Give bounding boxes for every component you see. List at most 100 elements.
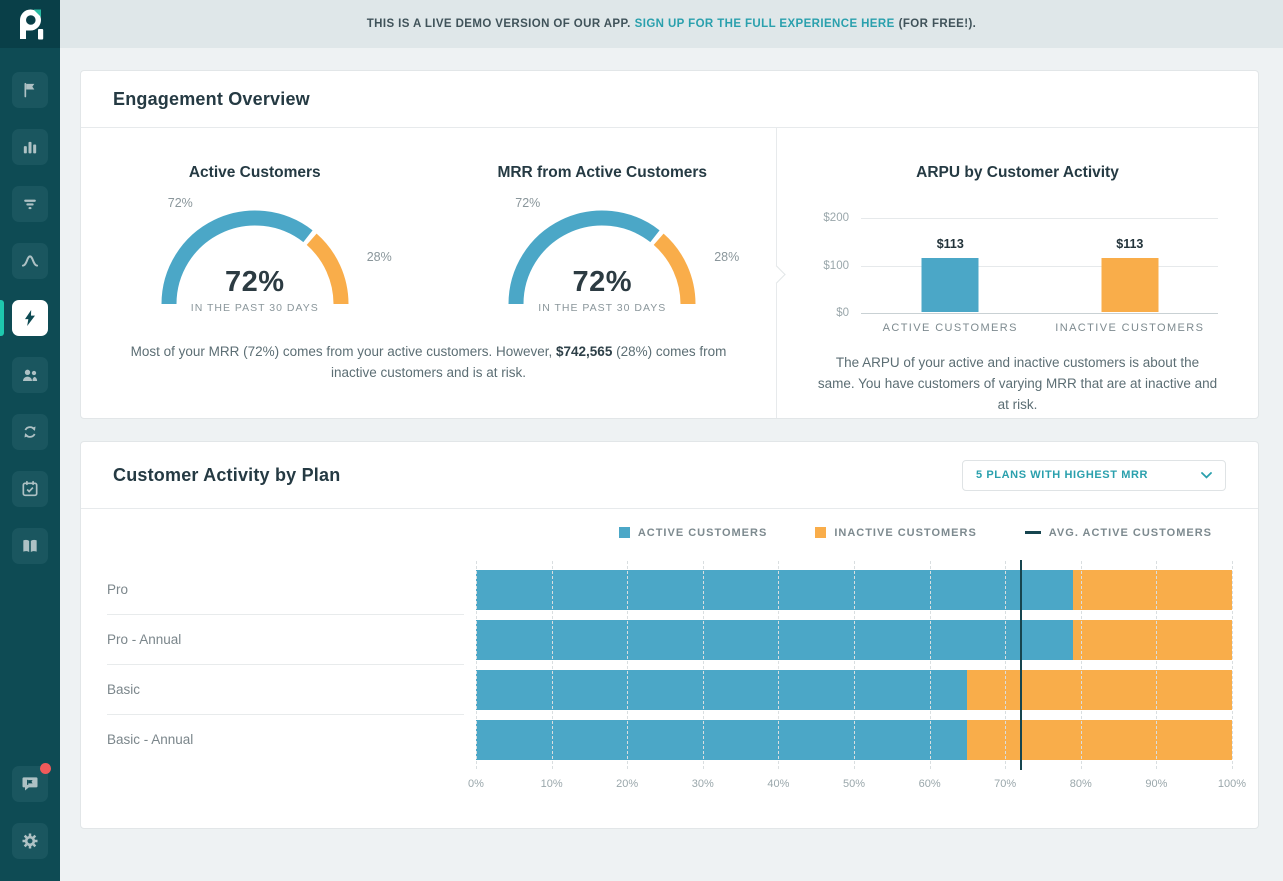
sidebar bbox=[0, 0, 60, 881]
bar-segment-inactive[interactable] bbox=[967, 669, 1232, 710]
customer-activity-card: Customer Activity by Plan 5 PLANS WITH H… bbox=[80, 440, 1259, 829]
y-tick-label: $200 bbox=[823, 212, 849, 224]
bolt-icon[interactable] bbox=[12, 300, 48, 336]
banner-text-suffix: (FOR FREE!). bbox=[898, 18, 977, 30]
bar-segment-inactive[interactable] bbox=[1073, 619, 1232, 660]
arpu-chart-title: ARPU by Customer Activity bbox=[916, 164, 1119, 181]
gridline bbox=[627, 560, 629, 769]
plan-labels-column: Pro Pro - Annual Basic Basic - Annual bbox=[107, 565, 476, 765]
bar-chart-icon[interactable] bbox=[12, 129, 48, 165]
gauge-period-label: IN THE PAST 30 DAYS bbox=[190, 302, 319, 314]
arpu-bar-active[interactable]: $113 bbox=[921, 237, 979, 312]
gauge-period-label: IN THE PAST 30 DAYS bbox=[538, 302, 667, 314]
legend-label: INACTIVE CUSTOMERS bbox=[834, 526, 977, 539]
gridline bbox=[929, 560, 931, 769]
activity-card-body: ACTIVE CUSTOMERS INACTIVE CUSTOMERS AVG.… bbox=[81, 509, 1258, 828]
gridline bbox=[476, 560, 477, 769]
gauge-inactive-pct-label: 28% bbox=[714, 250, 740, 264]
x-axis: 0% 10% 20% 30% 40% 50% 60% 70% 80% 90% 100% bbox=[468, 777, 1246, 794]
sidebar-item-book[interactable] bbox=[0, 528, 60, 564]
sidebar-item-trend[interactable] bbox=[0, 243, 60, 279]
gridline bbox=[1005, 560, 1007, 769]
gauges-section: Active Customers 72% 28% 72% IN THE PAST… bbox=[81, 128, 776, 418]
bar-segment-active[interactable] bbox=[476, 719, 968, 760]
gridline bbox=[702, 560, 704, 769]
bar-segment-inactive[interactable] bbox=[1073, 569, 1232, 610]
bar-segment-active[interactable] bbox=[476, 619, 1074, 660]
sidebar-item-flag[interactable] bbox=[0, 72, 60, 108]
legend-item[interactable]: INACTIVE CUSTOMERS bbox=[815, 527, 976, 539]
arpu-bar-chart: $0 $100 $200 $113 ACTIVE CUSTOMERS $113 IN… bbox=[823, 212, 1218, 334]
x-tick-label: 10% bbox=[540, 777, 563, 790]
legend-blue-swatch-icon bbox=[618, 527, 630, 539]
legend-item[interactable]: AVG. ACTIVE CUSTOMERS bbox=[1024, 526, 1212, 539]
engagement-card-header: Engagement Overview bbox=[81, 71, 1258, 128]
x-tick-label: 20% bbox=[616, 777, 639, 790]
legend-item[interactable]: ACTIVE CUSTOMERS bbox=[618, 526, 768, 539]
gauge-title: MRR from Active Customers bbox=[497, 164, 708, 181]
plan-label: Basic - Annual bbox=[107, 732, 194, 748]
x-tick-label: 90% bbox=[1145, 777, 1168, 790]
app-logo[interactable] bbox=[0, 0, 60, 48]
plans-dropdown[interactable]: 5 PLANS WITH HIGHEST MRR bbox=[962, 459, 1226, 491]
flag-icon[interactable] bbox=[12, 72, 48, 108]
sidebar-item-bolt[interactable] bbox=[0, 300, 60, 336]
gauge-value: 72% bbox=[572, 266, 633, 298]
avg-active-customers-line bbox=[1020, 559, 1023, 770]
legend-label: AVG. ACTIVE CUSTOMERS bbox=[1048, 526, 1212, 539]
feedback-icon[interactable] bbox=[12, 763, 51, 802]
bar-segment-inactive[interactable] bbox=[967, 719, 1232, 760]
book-icon[interactable] bbox=[12, 528, 48, 564]
sidebar-item-bar-chart[interactable] bbox=[0, 129, 60, 165]
x-tick-label: 80% bbox=[1069, 777, 1092, 790]
legend-label: ACTIVE CUSTOMERS bbox=[637, 526, 768, 539]
demo-banner: THIS IS A LIVE DEMO VERSION OF OUR APP. … bbox=[60, 0, 1283, 48]
bar-segment-active[interactable] bbox=[476, 669, 968, 710]
gauge-title: Active Customers bbox=[188, 164, 321, 181]
sidebar-item-calendar-check[interactable] bbox=[0, 471, 60, 507]
bar-category-label: INACTIVE CUSTOMERS bbox=[1055, 322, 1205, 334]
sidebar-item-gear[interactable] bbox=[0, 823, 60, 859]
bar-segment-active[interactable] bbox=[476, 569, 1074, 610]
x-tick-label: 50% bbox=[842, 777, 866, 790]
mrr-amount: $742,565 bbox=[556, 344, 613, 359]
plan-label: Basic bbox=[107, 665, 464, 715]
gridline bbox=[1156, 560, 1158, 769]
gridline bbox=[854, 560, 855, 769]
sidebar-item-funnel[interactable] bbox=[0, 186, 60, 222]
gridline bbox=[551, 560, 553, 769]
bar-value-label: $113 bbox=[936, 237, 964, 252]
gridline bbox=[861, 313, 1218, 314]
gridline bbox=[861, 265, 1218, 267]
stacked-bar-plot bbox=[476, 559, 1233, 770]
calendar-check-icon[interactable] bbox=[12, 471, 48, 507]
y-tick-label: $0 bbox=[836, 307, 849, 319]
sidebar-item-feedback[interactable] bbox=[0, 763, 60, 802]
gear-icon[interactable] bbox=[12, 823, 48, 859]
plan-bar-row bbox=[476, 715, 1232, 765]
activity-title: Customer Activity by Plan bbox=[113, 464, 341, 485]
arpu-bar-inactive[interactable]: $113 bbox=[1101, 237, 1159, 312]
sidebar-item-refresh[interactable] bbox=[0, 414, 60, 450]
notification-badge bbox=[40, 763, 51, 774]
chart-legend: ACTIVE CUSTOMERS INACTIVE CUSTOMERS AVG.… bbox=[107, 527, 1212, 539]
users-icon[interactable] bbox=[12, 357, 48, 393]
x-tick-label: 30% bbox=[691, 777, 714, 790]
plan-label: Pro - Annual bbox=[107, 615, 464, 665]
arpu-note: The ARPU of your active and inactive cus… bbox=[817, 355, 1218, 412]
gauge-arc bbox=[161, 210, 349, 305]
x-tick-label: 0% bbox=[468, 777, 484, 790]
mrr-active-customers-gauge: MRR from Active Customers 72% 28% 72% IN… bbox=[429, 164, 777, 322]
signup-link[interactable]: SIGN UP FOR THE FULL EXPERIENCE HERE bbox=[634, 18, 895, 30]
trend-icon[interactable] bbox=[12, 243, 48, 279]
sidebar-item-users[interactable] bbox=[0, 357, 60, 393]
funnel-icon[interactable] bbox=[12, 186, 48, 222]
plan-bar-row bbox=[476, 565, 1232, 615]
bar-category-label: ACTIVE CUSTOMERS bbox=[882, 322, 1018, 334]
refresh-icon[interactable] bbox=[12, 414, 48, 450]
gridline bbox=[1232, 560, 1233, 769]
main-content: Engagement Overview Active Customers 72%… bbox=[60, 48, 1283, 829]
gauge-value: 72% bbox=[224, 266, 285, 298]
sidebar-nav bbox=[0, 48, 60, 564]
stacked-bar-chart: Pro Pro - Annual Basic Basic - Annual bbox=[107, 559, 1233, 770]
